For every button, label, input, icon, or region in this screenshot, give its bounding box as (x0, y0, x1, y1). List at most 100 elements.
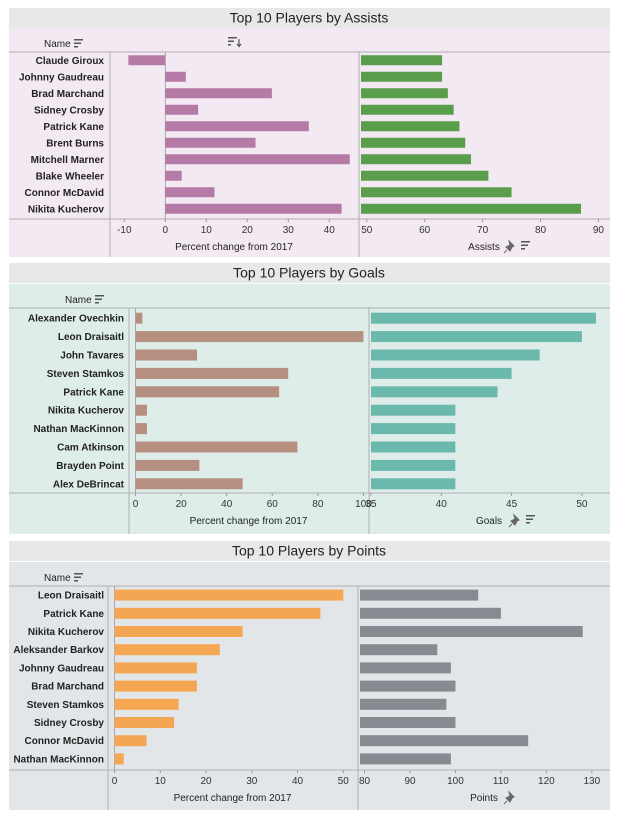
percent-change-bar[interactable] (135, 349, 198, 361)
player-name-label: Brad Marchand (31, 682, 104, 693)
stat-bar[interactable] (360, 644, 438, 656)
stat-bar[interactable] (360, 735, 529, 747)
player-name-label: Brayden Point (56, 461, 124, 472)
left-axis-tick-label: 40 (221, 499, 233, 510)
stat-bar[interactable] (361, 55, 443, 66)
left-axis-tick-label: 100 (355, 499, 372, 510)
chart-title-bar (9, 541, 610, 561)
stat-bar[interactable] (360, 662, 451, 674)
stat-bar[interactable] (371, 312, 596, 324)
name-column-header: Name (44, 39, 71, 50)
chart-panel-3: Top 10 Players by Points Name Leon Draisai… (9, 541, 610, 810)
sort-descending-icon[interactable] (228, 37, 242, 48)
pin-shape (503, 790, 515, 805)
player-name-label: Aleksander Barkov (13, 645, 104, 656)
percent-change-bar[interactable] (135, 386, 280, 398)
stat-bar[interactable] (371, 441, 456, 453)
right-axis-tick-label: 45 (506, 499, 518, 510)
pin-icon[interactable] (503, 790, 515, 805)
percent-change-bar[interactable] (165, 187, 215, 198)
percent-change-bar[interactable] (165, 104, 199, 115)
percent-change-bar[interactable] (114, 626, 243, 637)
stat-bar[interactable] (361, 203, 582, 214)
sort-icon-bar (74, 46, 78, 48)
percent-change-bar[interactable] (135, 404, 147, 416)
chart-title-bar (9, 263, 610, 283)
stat-bar[interactable] (361, 71, 443, 82)
left-axis-tick-label: 60 (267, 499, 279, 510)
player-name-label: Nathan MacKinnon (13, 754, 104, 765)
stat-bar[interactable] (360, 680, 456, 692)
percent-change-bar[interactable] (165, 137, 256, 148)
percent-change-bar[interactable] (165, 170, 182, 181)
stat-bar[interactable] (371, 367, 512, 379)
right-axis-tick-label: 80 (535, 225, 547, 236)
stat-bar[interactable] (371, 349, 540, 361)
pin-icon[interactable] (508, 513, 520, 528)
stat-bar[interactable] (371, 386, 498, 398)
right-axis-tick-label: 70 (477, 225, 489, 236)
name-column-header: Name (65, 295, 92, 306)
percent-change-bar[interactable] (114, 607, 321, 619)
percent-change-bar[interactable] (165, 203, 342, 214)
right-axis-tick-label: 120 (538, 776, 555, 787)
stat-bar[interactable] (371, 478, 456, 490)
stat-bar[interactable] (360, 607, 501, 619)
sort-icon-bar (228, 44, 231, 46)
stat-bar[interactable] (360, 717, 456, 728)
stat-bar[interactable] (360, 589, 479, 601)
stat-bar[interactable] (371, 331, 582, 343)
percent-change-bar[interactable] (128, 55, 166, 66)
sort-icon-bar (74, 39, 83, 41)
sort-arrow (236, 39, 242, 48)
stat-bar[interactable] (361, 187, 512, 198)
percent-change-bar[interactable] (114, 753, 124, 765)
left-axis-tick-label: 30 (246, 776, 258, 787)
sort-icon[interactable] (74, 573, 83, 582)
stat-bar[interactable] (361, 88, 448, 99)
axis-sort-icon[interactable] (521, 241, 530, 250)
percent-change-bar[interactable] (135, 367, 289, 379)
right-axis-tick-label: 50 (361, 225, 373, 236)
percent-change-bar[interactable] (135, 423, 147, 435)
percent-change-bar[interactable] (114, 589, 344, 601)
stat-bar[interactable] (361, 137, 466, 148)
percent-change-bar[interactable] (135, 459, 200, 471)
stat-bar[interactable] (361, 154, 472, 165)
stat-bar[interactable] (361, 104, 454, 115)
percent-change-bar[interactable] (114, 717, 175, 728)
percent-change-bar[interactable] (135, 331, 364, 343)
percent-change-bar[interactable] (135, 441, 298, 453)
stat-bar[interactable] (371, 423, 456, 435)
percent-change-bar[interactable] (165, 71, 186, 82)
sort-icon[interactable] (74, 39, 83, 48)
percent-change-bar[interactable] (114, 644, 220, 656)
percent-change-bar[interactable] (165, 121, 309, 132)
name-column-header: Name (44, 573, 71, 584)
stat-bar[interactable] (360, 698, 447, 710)
stat-bar[interactable] (361, 170, 489, 181)
stat-bar[interactable] (360, 626, 583, 637)
sort-icon[interactable] (95, 295, 104, 304)
percent-change-bar[interactable] (135, 312, 143, 324)
percent-change-bar[interactable] (114, 735, 147, 747)
percent-change-bar[interactable] (114, 662, 197, 674)
axis-sort-icon[interactable] (526, 515, 535, 524)
chart-title: Top 10 Players by Assists (230, 10, 389, 26)
percent-change-bar[interactable] (165, 154, 350, 165)
stat-bar[interactable] (371, 459, 456, 471)
stat-bar[interactable] (371, 404, 456, 416)
percent-change-bar[interactable] (165, 88, 272, 99)
percent-change-bar[interactable] (114, 680, 197, 692)
percent-change-bar[interactable] (135, 478, 243, 490)
stat-bar[interactable] (360, 753, 451, 765)
stat-bar[interactable] (361, 121, 460, 132)
player-name-label: John Tavares (60, 351, 124, 362)
percent-change-bar[interactable] (114, 698, 179, 710)
player-name-label: Sidney Crosby (34, 105, 104, 116)
left-axis-title: Percent change from 2017 (175, 242, 293, 253)
player-name-label: Alex DeBrincat (53, 479, 125, 490)
pin-shape (508, 513, 520, 528)
player-name-label: Patrick Kane (43, 122, 104, 133)
pin-icon[interactable] (503, 239, 515, 254)
